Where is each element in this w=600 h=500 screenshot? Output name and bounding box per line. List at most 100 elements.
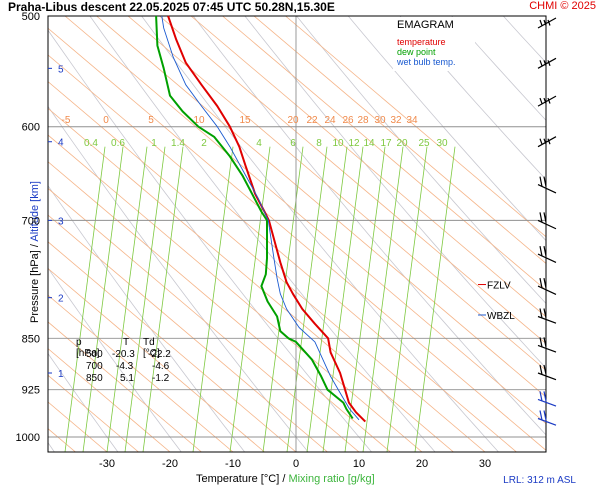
legend-item-wet-bulb: wet bulb temp.: [397, 57, 456, 67]
orange-isopleth: [48, 107, 454, 452]
table-header-p: p [hPa]: [76, 337, 100, 359]
wind-barb-flag: [539, 19, 543, 26]
wbzl-label: WBZL: [487, 311, 515, 322]
legend-title: EMAGRAM: [397, 19, 454, 31]
mixing-ratio-line: [344, 146, 386, 452]
pressure-tick-label: 600: [22, 122, 40, 134]
dry-adiabat: [48, 105, 309, 452]
dry-adiabat: [347, 16, 546, 242]
mixing-ratio-line: [124, 146, 166, 452]
wind-barb-flag: [539, 337, 543, 348]
orange-isopleth: [222, 16, 546, 291]
wind-barb-shaft: [537, 253, 557, 263]
altitude-tick-label: 4: [58, 138, 64, 149]
wind-barb-icon: [537, 176, 557, 194]
plot-layer: [0, 16, 600, 452]
mixing-ratio-label: 17: [380, 138, 392, 149]
wbzl-marker: WBZL: [478, 311, 515, 322]
orange-isopleth: [48, 374, 139, 452]
wind-barb-shaft: [537, 285, 557, 295]
isotherm-label: 30: [374, 115, 386, 126]
dry-adiabat: [555, 16, 600, 452]
wind-barb-flag: [547, 138, 551, 145]
series-line-temperature: [167, 15, 367, 423]
wind-barb-flag: [543, 212, 547, 223]
fzlv-label: FZLV: [487, 281, 511, 292]
orange-isopleth: [285, 16, 546, 238]
wind-barb-flag: [543, 410, 547, 421]
table-cell: -1.2: [152, 373, 170, 384]
wind-barb-flag: [539, 138, 543, 145]
table-cell: -22.2: [148, 349, 171, 360]
wind-barb-icon: [537, 364, 557, 381]
mixing-ratio-line: [306, 146, 348, 452]
mixing-ratio-line: [322, 146, 364, 452]
wind-barb-flag: [539, 308, 543, 319]
orange-isopleth: [127, 16, 546, 371]
wind-barb-flag: [539, 364, 543, 375]
wind-barb-shaft: [537, 95, 557, 107]
altitude-tick-label: 1: [58, 369, 64, 380]
wind-barb-shaft: [537, 398, 557, 407]
altitude-tick-label: 2: [58, 294, 64, 305]
wind-barb-flag: [539, 391, 543, 402]
x-axis-label: Temperature [°C] / Mixing ratio [g/kg]: [196, 473, 375, 485]
wind-barb-flag: [539, 245, 543, 257]
mixing-ratio-line: [82, 146, 124, 452]
legend-item-temperature: temperature: [397, 37, 446, 47]
dry-adiabat: [244, 16, 546, 369]
wind-barb-shaft: [537, 57, 557, 69]
wind-barb-icon: [537, 410, 557, 426]
orange-isopleth: [48, 348, 171, 452]
dry-adiabat: [48, 185, 246, 452]
wind-barb-icon: [537, 17, 557, 29]
isotherm-label: 10: [193, 115, 205, 126]
temp-tick-label: 20: [416, 458, 428, 470]
wind-barb-shaft: [537, 219, 557, 230]
mixing-ratio-label: 10: [332, 138, 344, 149]
wind-barb-icon: [537, 95, 557, 107]
pressure-tick-label: 500: [22, 11, 40, 23]
wind-barb-shaft: [537, 136, 557, 148]
table-cell: 5.1: [120, 373, 134, 384]
mixing-ratio-label: 8: [316, 138, 322, 149]
mixing-ratio-line: [286, 146, 328, 452]
temp-tick-label: 30: [479, 458, 491, 470]
mixing-ratio-label: 0.4: [84, 138, 98, 149]
isotherm-label: 32: [390, 115, 402, 126]
pressure-tick-label: 850: [22, 333, 40, 345]
mixing-ratio-line: [229, 146, 271, 452]
orange-isopleth: [0, 16, 13, 452]
isotherm-label: -5: [62, 115, 71, 126]
wind-barb-flag: [547, 60, 551, 67]
dry-adiabat: [48, 352, 119, 452]
wind-barb-shaft: [537, 372, 557, 381]
dry-adiabat: [399, 16, 546, 181]
temp-tick-label: -30: [99, 458, 115, 470]
temp-tick-label: -20: [162, 458, 178, 470]
wind-barb-icon: [537, 212, 557, 230]
wind-barb-flag: [543, 245, 547, 257]
wind-barb-shaft: [537, 417, 557, 426]
dry-adiabat: [296, 16, 546, 305]
mixing-ratio-label: 1.4: [171, 138, 185, 149]
legend: EMAGRAM temperature dew point wet bulb t…: [393, 17, 475, 71]
orange-isopleth: [48, 294, 234, 452]
isotherm-label: 0: [103, 115, 109, 126]
mixing-ratio-label: 1: [151, 138, 157, 149]
dry-adiabat: [192, 16, 546, 436]
wind-barb-flag: [547, 97, 551, 104]
orange-isopleth: [48, 187, 360, 452]
mixing-ratio-line: [64, 146, 106, 452]
dry-adiabat: [451, 16, 546, 121]
mixing-ratio-line: [362, 146, 404, 452]
mixing-ratio-label: 14: [363, 138, 375, 149]
orange-isopleth: [48, 241, 297, 452]
wind-barb-flag: [539, 97, 543, 104]
mixing-ratio-line: [414, 146, 456, 452]
orange-isopleth: [253, 16, 546, 264]
orange-isopleth: [190, 16, 546, 318]
mixing-ratio-label: 4: [256, 138, 262, 149]
wind-barb-shaft: [537, 17, 557, 29]
